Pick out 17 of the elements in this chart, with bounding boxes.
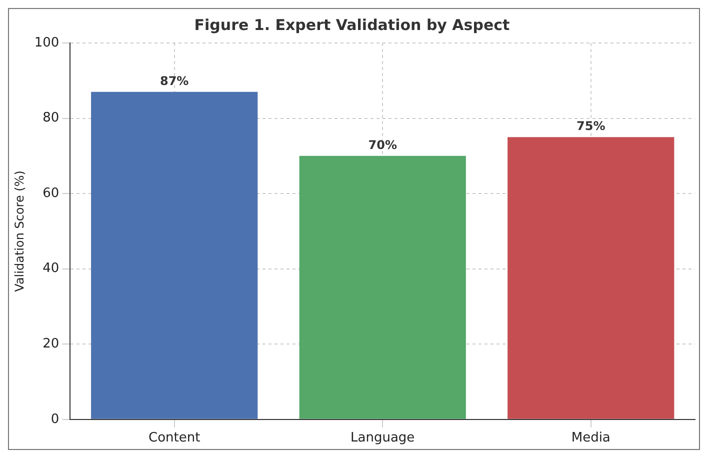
y-tick-label: 0 — [50, 412, 60, 427]
y-tick-label: 100 — [34, 35, 60, 50]
bar — [508, 137, 674, 419]
y-tick-label: 40 — [42, 261, 60, 276]
y-tick-label: 80 — [42, 110, 60, 126]
bar — [299, 156, 466, 419]
y-tick-label: 60 — [42, 186, 60, 201]
data-label: 87% — [160, 74, 189, 88]
x-tick-label: Media — [571, 430, 610, 446]
x-tick-label: Language — [350, 430, 415, 446]
x-tick-label: Content — [148, 430, 200, 446]
bar — [91, 92, 258, 419]
data-label: 75% — [576, 119, 606, 134]
y-tick-label: 20 — [42, 336, 60, 352]
chart-title: Figure 1. Expert Validation by Aspect — [194, 16, 510, 34]
data-label: 70% — [368, 138, 397, 152]
y-axis-title: Validation Score (%) — [12, 170, 26, 292]
